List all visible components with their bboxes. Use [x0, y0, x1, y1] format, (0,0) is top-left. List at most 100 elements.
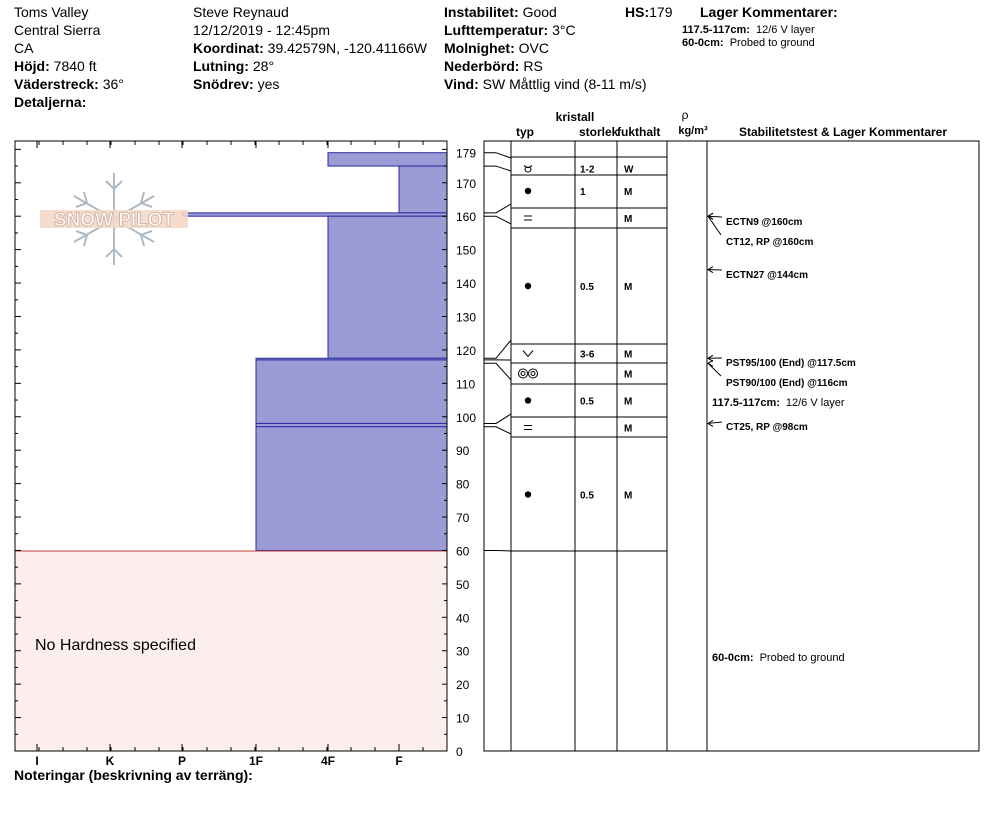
layer-moisture-8: M: [624, 424, 632, 435]
layer-size-9: 0.5: [580, 491, 594, 502]
test-arrowhead: [707, 266, 714, 274]
wind-row: Vind: SW Måttlig vind (8-11 m/s): [444, 75, 647, 93]
hardness-label-F: F: [395, 754, 402, 768]
sky-value: OVC: [518, 40, 549, 56]
slope-value: 28°: [252, 58, 275, 74]
stability-test-2: CT12, RP @160cm: [726, 237, 813, 248]
elevation-row: Höjd: 7840 ft: [14, 57, 96, 75]
test-arrowhead: [707, 354, 714, 362]
precip-label: Nederbörd:: [444, 58, 520, 74]
col-fukthalt-header: fukthalt: [617, 125, 660, 139]
layer-moisture-7: M: [624, 397, 632, 408]
hardness-bar-4: [327, 215, 448, 359]
comment-1-text: 12/6 V layer: [786, 397, 845, 409]
layer-moisture-4: M: [624, 282, 632, 293]
wind-value: SW Måttlig vind (8-11 m/s): [482, 76, 647, 92]
depth-label-40: 40: [456, 611, 470, 625]
hardness-bar-6: [255, 359, 448, 424]
depth-label-10: 10: [456, 712, 470, 726]
no-hardness-text: No Hardness specified: [35, 637, 196, 654]
header-comment-1-text: 12/6 V layer: [756, 24, 815, 36]
sky-row: Molnighet: OVC: [444, 39, 549, 57]
hardness-bar-7: [255, 422, 448, 428]
melt-freeze-crust-icon: [524, 425, 532, 430]
header-comment-1-range: 117.5-117cm:: [682, 24, 750, 36]
airtemp-row: Lufttemperatur: 3°C: [444, 21, 576, 39]
layer-connector: [484, 339, 512, 359]
depth-label-170: 170: [456, 177, 476, 191]
col-typ-header: typ: [516, 125, 534, 139]
depth-label-30: 30: [456, 645, 470, 659]
depth-label-100: 100: [456, 411, 476, 425]
unspecified-zone: [15, 551, 447, 751]
sky-label: Molnighet:: [444, 40, 515, 56]
melt-forms-icon: [518, 368, 538, 379]
rounded-grain-icon: [524, 282, 532, 290]
test-pointer: [707, 215, 722, 236]
hs-row: HS:179: [625, 3, 672, 21]
depth-hoar-icon: [522, 350, 534, 358]
stability-test-4: PST95/100 (End) @117.5cm: [726, 358, 856, 369]
depth-label-50: 50: [456, 578, 470, 592]
stability-row: Instabilitet: Good: [444, 3, 557, 21]
hardness-ticks: I K P 1F 4F F: [14, 141, 448, 768]
layer-size-1: 1-2: [580, 165, 595, 176]
depth-label-130: 130: [456, 310, 476, 324]
header-comment-2-range: 60-0cm:: [682, 37, 724, 49]
airtemp-label: Lufttemperatur:: [444, 22, 549, 38]
state-name: CA: [14, 40, 34, 56]
elevation-value: 7840 ft: [53, 58, 97, 74]
stability-test-5: PST90/100 (End) @116cm: [726, 378, 848, 389]
comment-1: 117.5-117cm: 12/6 V layer: [712, 397, 845, 409]
col-storlek-header: storlek: [579, 125, 619, 139]
hs-label: HS:: [625, 4, 650, 20]
details-label: Detaljerna:: [14, 94, 87, 110]
layer-size-7: 0.5: [580, 397, 594, 408]
rounded-grain-icon: [524, 491, 532, 498]
airtemp-value: 3°C: [552, 22, 576, 38]
stability-label: Instabilitet:: [444, 4, 519, 20]
layer-connector: [484, 215, 512, 225]
stability-test-1: ECTN9 @160cm: [726, 217, 803, 228]
crystal-table-rows: 1-2 W1 MM0.5 M3-6 MM0.5 MM0.5 M: [484, 152, 667, 552]
depth-label-120: 120: [456, 344, 476, 358]
coordinate-value: 39.42579N, -120.41166W: [267, 40, 427, 56]
stability-test-3: ECTN27 @144cm: [726, 270, 808, 281]
test-pointer: [707, 362, 722, 377]
layer-connector: [484, 413, 512, 424]
rounded-grain-icon: [524, 397, 532, 404]
layer-connector: [484, 203, 512, 214]
comment-2-range: 60-0cm:: [712, 652, 754, 664]
layer-connector: [484, 549, 512, 552]
test-arrowhead: [707, 420, 714, 427]
hardness-label-1F: 1F: [249, 754, 263, 768]
aspect-row: Väderstreck: 36°: [14, 75, 124, 93]
wind-label: Vind:: [444, 76, 479, 92]
layer-connector: [484, 165, 512, 172]
layer-connector: [484, 362, 512, 381]
stability-test-6: CT25, RP @98cm: [726, 422, 808, 433]
hardness-label-4F: 4F: [321, 754, 335, 768]
layer-moisture-5: M: [624, 350, 632, 361]
layer-moisture-9: M: [624, 491, 632, 502]
depth-label-0: 0: [456, 745, 463, 759]
logo-text: SNOW PILOT: [54, 210, 175, 231]
slope-label: Lutning:: [193, 58, 249, 74]
hardness-bar-1: [327, 152, 448, 167]
header-comment-1: 117.5-117cm: 12/6 V layer: [682, 24, 815, 37]
depth-label-150: 150: [456, 244, 476, 258]
aspect-label: Väderstreck:: [14, 76, 99, 92]
test-arrowhead: [707, 359, 714, 367]
hardness-bar-2: [398, 165, 448, 214]
layer-moisture-6: M: [624, 370, 632, 381]
depth-label-110: 110: [456, 377, 475, 391]
comment-1-range: 117.5-117cm:: [712, 397, 780, 409]
depth-label-60: 60: [456, 544, 470, 558]
depth-label-90: 90: [456, 444, 470, 458]
rounded-grain-icon: [524, 187, 532, 195]
test-pointer: [707, 215, 723, 218]
depth-axis: 1791701601501401301201101009080706050403…: [456, 147, 476, 759]
depth-label-140: 140: [456, 277, 476, 291]
depth-label-160: 160: [456, 210, 476, 224]
